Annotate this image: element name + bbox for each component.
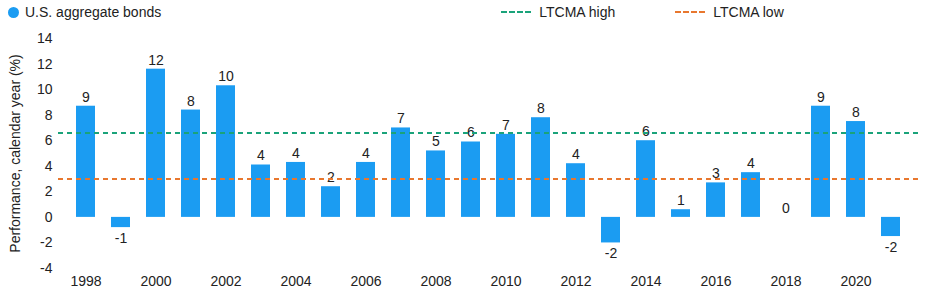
svg-text:7: 7	[502, 117, 510, 133]
html-text:U.S. aggregate bonds: U.S. aggregate bonds	[25, 4, 162, 20]
svg-text:-4: -4	[40, 260, 53, 276]
svg-text:0: 0	[782, 200, 790, 216]
svg-text:8: 8	[45, 107, 53, 123]
html-text:LTCMA high: LTCMA high	[539, 4, 616, 20]
svg-text:2012: 2012	[560, 273, 591, 289]
svg-text:2020: 2020	[840, 273, 871, 289]
svg-text:2010: 2010	[490, 273, 521, 289]
svg-text:8: 8	[852, 104, 860, 120]
svg-text:6: 6	[642, 123, 650, 139]
svg-text:2002: 2002	[210, 273, 241, 289]
svg-text:6: 6	[45, 132, 53, 148]
svg-text:10: 10	[218, 68, 234, 84]
svg-text:9: 9	[817, 89, 825, 105]
svg-text:2006: 2006	[350, 273, 381, 289]
svg-text:2: 2	[327, 169, 335, 185]
svg-text:4: 4	[362, 145, 370, 161]
svg-text:1: 1	[677, 192, 685, 208]
svg-text:8: 8	[187, 93, 195, 109]
svg-text:12: 12	[37, 56, 53, 72]
svg-text:-2: -2	[885, 239, 898, 255]
html-text:LTCMA low: LTCMA low	[713, 4, 784, 20]
svg-text:2016: 2016	[700, 273, 731, 289]
svg-text:12: 12	[148, 52, 164, 68]
svg-text:7: 7	[397, 110, 405, 126]
svg-text:Performance, calendar year (%): Performance, calendar year (%)	[7, 54, 23, 252]
svg-text:2014: 2014	[630, 273, 661, 289]
svg-text:4: 4	[45, 158, 53, 174]
svg-text:9: 9	[82, 89, 90, 105]
svg-text:-2: -2	[605, 245, 618, 261]
svg-text:2004: 2004	[280, 273, 311, 289]
svg-text:8: 8	[537, 100, 545, 116]
svg-text:4: 4	[747, 155, 755, 171]
svg-text:2018: 2018	[770, 273, 801, 289]
svg-text:0: 0	[45, 209, 53, 225]
svg-text:4: 4	[257, 147, 265, 163]
svg-text:2: 2	[45, 183, 53, 199]
svg-text:10: 10	[37, 81, 53, 97]
svg-text:-1: -1	[115, 230, 128, 246]
svg-text:2000: 2000	[140, 273, 171, 289]
svg-text:3: 3	[712, 165, 720, 182]
svg-text:1998: 1998	[70, 273, 101, 289]
svg-text:5: 5	[432, 133, 440, 149]
svg-text:2008: 2008	[420, 273, 451, 289]
svg-text:4: 4	[572, 146, 580, 162]
svg-text:14: 14	[37, 30, 53, 46]
svg-text:4: 4	[292, 145, 300, 161]
svg-text:6: 6	[467, 124, 475, 141]
svg-text:-2: -2	[40, 234, 53, 250]
